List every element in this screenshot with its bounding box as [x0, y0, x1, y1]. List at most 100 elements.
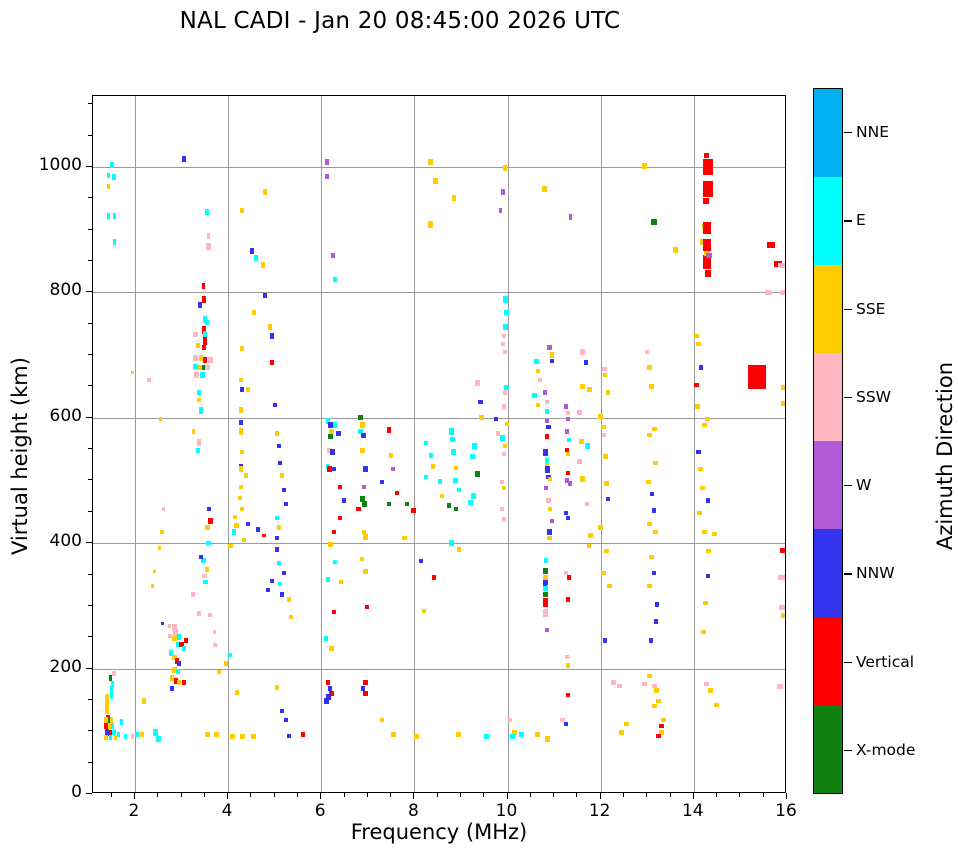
echo-point	[379, 479, 384, 484]
colorbar-band-ssw[interactable]	[814, 353, 842, 441]
echo-point	[277, 561, 282, 566]
colorbar-band-vertical[interactable]	[814, 617, 842, 705]
echo-point	[546, 424, 551, 430]
y-tick-label: 600	[49, 405, 82, 426]
echo-point	[208, 613, 213, 618]
colorbar-band-x-mode[interactable]	[814, 705, 842, 793]
echo-point	[131, 733, 135, 740]
y-tick-minor	[88, 134, 92, 136]
echo-point	[543, 580, 549, 586]
azimuth-colorbar[interactable]	[813, 88, 843, 794]
echo-point	[147, 378, 151, 382]
echo-point	[197, 611, 202, 616]
colorbar-band-e[interactable]	[814, 177, 842, 265]
echo-point	[237, 495, 242, 501]
echo-point	[181, 156, 187, 163]
echo-point	[201, 296, 206, 304]
colorbar-band-nne[interactable]	[814, 89, 842, 177]
echo-point	[603, 638, 608, 643]
echo-point	[474, 471, 480, 477]
page-title: NAL CADI - Jan 20 08:45:00 2026 UTC	[179, 8, 621, 34]
echo-point	[199, 554, 204, 560]
colorbar-tick	[844, 132, 852, 134]
echo-point	[104, 723, 108, 729]
echo-point	[207, 518, 213, 524]
echo-point	[207, 506, 212, 511]
echo-point	[651, 683, 657, 689]
echo-point	[658, 724, 664, 729]
echo-point	[175, 641, 180, 648]
echo-point	[598, 414, 604, 419]
echo-point	[419, 558, 424, 563]
echo-point	[543, 609, 549, 618]
echo-point	[649, 492, 654, 497]
echo-point	[254, 255, 258, 261]
echo-point	[184, 637, 189, 644]
echo-point	[645, 479, 651, 484]
echo-point	[363, 569, 368, 574]
gridline-vertical	[134, 96, 136, 792]
echo-point	[331, 252, 335, 259]
y-tick-minor	[88, 730, 92, 732]
echo-point	[197, 390, 202, 395]
echo-point	[239, 428, 244, 435]
echo-point	[142, 698, 147, 704]
echo-point	[456, 547, 461, 552]
y-axis-title: Virtual height (km)	[8, 357, 32, 555]
gridline-horizontal	[93, 166, 785, 168]
echo-point	[267, 324, 273, 330]
echo-point	[702, 158, 713, 175]
colorbar-band-sse[interactable]	[814, 265, 842, 353]
echo-point	[566, 410, 571, 415]
echo-point	[172, 667, 177, 673]
echo-point	[206, 233, 211, 239]
x-tick-minor	[366, 793, 368, 797]
x-tick-major	[133, 793, 135, 799]
echo-point	[242, 537, 247, 543]
echo-point	[204, 524, 210, 531]
echo-point	[323, 636, 328, 641]
echo-point	[606, 583, 612, 588]
echo-point	[105, 729, 109, 736]
echo-point	[325, 694, 331, 700]
echo-point	[560, 717, 565, 723]
echo-point	[586, 386, 592, 393]
x-tick-label: 14	[681, 801, 704, 821]
echo-point	[702, 198, 709, 205]
y-tick-minor	[88, 322, 92, 324]
echo-point	[332, 466, 337, 472]
colorbar-label-nnw: NNW	[856, 564, 895, 583]
echo-point	[110, 723, 115, 729]
echo-point	[193, 355, 198, 362]
colorbar-label-vertical: Vertical	[856, 652, 915, 671]
echo-point	[328, 422, 334, 428]
echo-point	[437, 478, 443, 485]
colorbar-label-ssw: SSW	[856, 387, 892, 406]
echo-point	[216, 669, 221, 674]
colorbar-band-w[interactable]	[814, 441, 842, 529]
echo-point	[274, 431, 280, 436]
echo-point	[104, 734, 108, 741]
ionogram-plot-area	[92, 95, 786, 793]
echo-point	[341, 498, 346, 503]
echo-point	[702, 255, 711, 270]
y-tick-minor	[88, 510, 92, 512]
echo-point	[532, 392, 538, 399]
echo-point	[478, 399, 483, 405]
echo-point	[157, 546, 161, 551]
echo-point	[578, 438, 584, 445]
echo-point	[284, 502, 289, 507]
echo-point	[191, 429, 195, 434]
x-tick-minor	[623, 793, 624, 797]
echo-point	[602, 433, 607, 438]
echo-point	[423, 475, 429, 480]
colorbar-label-e: E	[856, 211, 866, 230]
echo-point	[110, 717, 114, 723]
gridline-vertical	[414, 96, 416, 792]
y-tick-major	[86, 416, 92, 418]
echo-point	[177, 660, 182, 667]
echo-point	[519, 732, 524, 737]
echo-point	[240, 506, 245, 511]
echo-point	[565, 655, 570, 660]
colorbar-band-nnw[interactable]	[814, 529, 842, 617]
